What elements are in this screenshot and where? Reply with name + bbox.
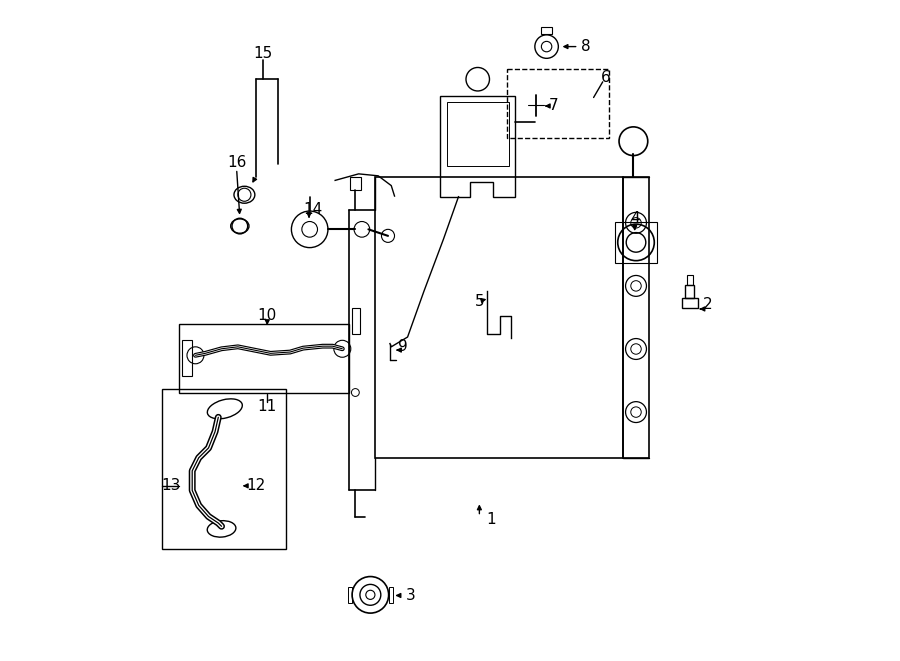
- Text: 8: 8: [580, 39, 590, 54]
- Bar: [347, 587, 352, 603]
- Text: 11: 11: [257, 399, 277, 414]
- Text: 2: 2: [703, 297, 713, 312]
- Text: 3: 3: [406, 588, 416, 603]
- Text: 13: 13: [162, 479, 181, 493]
- Bar: [681, 298, 698, 307]
- Bar: [352, 307, 360, 334]
- Bar: [685, 285, 694, 298]
- Bar: [375, 177, 623, 458]
- Bar: [389, 587, 393, 603]
- Text: 5: 5: [474, 294, 484, 309]
- Text: 14: 14: [303, 202, 322, 217]
- Text: 1: 1: [486, 512, 496, 527]
- Bar: [161, 389, 285, 549]
- Text: 10: 10: [257, 308, 277, 323]
- Bar: [687, 275, 693, 286]
- Text: 9: 9: [398, 338, 408, 354]
- Text: 6: 6: [600, 70, 610, 85]
- Bar: [541, 27, 553, 34]
- Text: 4: 4: [630, 211, 640, 226]
- Bar: [179, 324, 349, 393]
- Bar: [508, 69, 608, 138]
- Text: 15: 15: [253, 46, 273, 61]
- Text: 7: 7: [548, 98, 558, 114]
- Text: 16: 16: [227, 155, 247, 170]
- Bar: [623, 177, 649, 458]
- Bar: [350, 177, 361, 190]
- Bar: [615, 221, 657, 263]
- Bar: [183, 340, 193, 376]
- Text: 12: 12: [247, 479, 266, 493]
